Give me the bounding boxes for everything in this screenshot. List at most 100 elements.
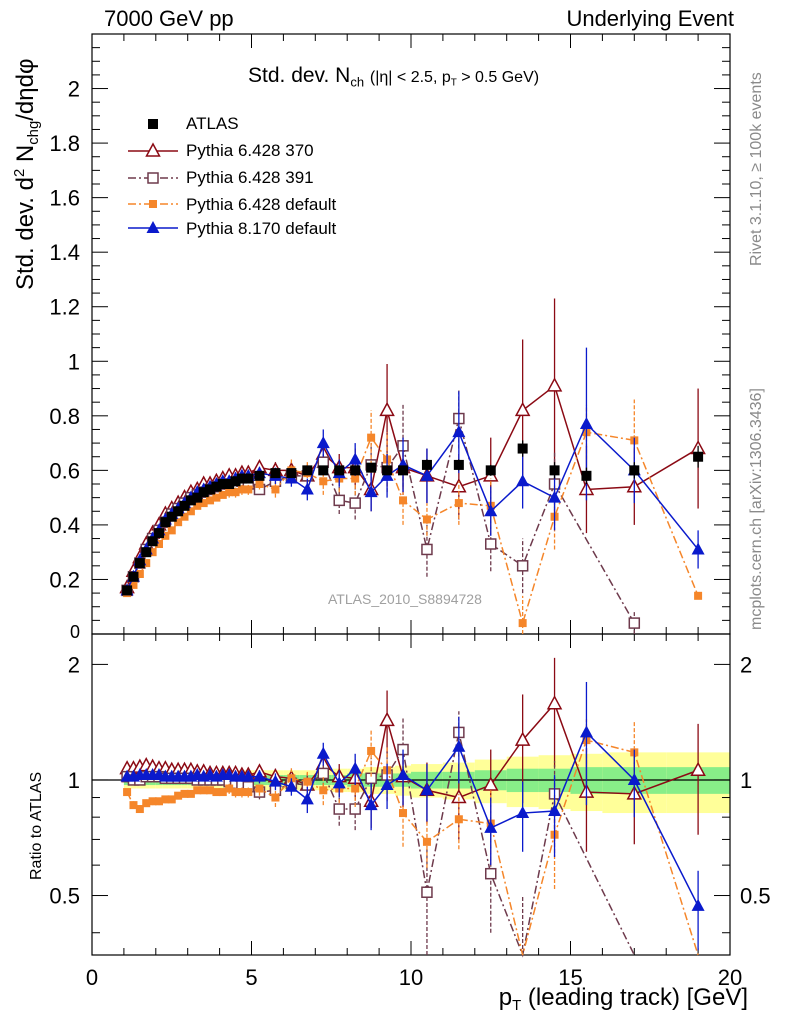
mcplots-note: mcplots.cern.ch [arXiv:1306.3436] bbox=[748, 388, 765, 630]
main-data-point bbox=[154, 540, 163, 548]
ratio-data-point bbox=[485, 867, 497, 880]
main-data-point bbox=[349, 497, 361, 509]
ratio-y-tick-label-right: 0.5 bbox=[740, 884, 771, 909]
ratio-data-point bbox=[367, 746, 376, 755]
ratio-data-point bbox=[422, 837, 431, 846]
main-data-point bbox=[153, 528, 164, 539]
legend-label-p6-default: Pythia 6.428 default bbox=[186, 195, 337, 214]
ratio-data-point bbox=[317, 767, 330, 780]
main-data-point bbox=[218, 490, 227, 499]
main-data-point bbox=[231, 488, 240, 497]
main-data-point bbox=[180, 512, 189, 521]
main-y-tick-label: 1.2 bbox=[49, 295, 80, 320]
ratio-series-3 bbox=[120, 681, 705, 951]
main-data-point bbox=[581, 470, 592, 481]
ratio-data-point bbox=[300, 792, 314, 805]
main-data-point bbox=[135, 570, 144, 578]
main-data-point bbox=[254, 470, 265, 481]
main-data-point bbox=[244, 485, 253, 494]
main-data-point bbox=[148, 548, 157, 557]
ratio-data-point bbox=[218, 788, 227, 797]
ratio-series-line bbox=[127, 731, 699, 907]
main-data-point bbox=[206, 496, 215, 505]
main-data-point bbox=[628, 617, 641, 629]
ratio-data-point bbox=[135, 805, 144, 814]
main-data-point bbox=[334, 465, 345, 476]
main-data-point bbox=[316, 436, 330, 449]
main-data-point bbox=[147, 536, 158, 547]
ratio-data-point bbox=[174, 791, 183, 800]
legend-marker bbox=[147, 172, 159, 184]
main-y-zero-label: 0 bbox=[70, 622, 80, 642]
main-data-point bbox=[484, 504, 498, 517]
main-data-point bbox=[302, 465, 313, 476]
main-data-point bbox=[516, 560, 529, 572]
main-y-tick-label: 1 bbox=[68, 349, 80, 374]
main-data-point bbox=[351, 474, 360, 483]
main-data-point bbox=[129, 580, 138, 589]
main-data-point bbox=[421, 543, 433, 556]
main-data-point bbox=[333, 494, 345, 507]
main-data-point bbox=[420, 468, 434, 481]
ratio-data-point bbox=[284, 779, 298, 792]
ratio-data-point bbox=[225, 784, 234, 793]
main-series-line bbox=[126, 422, 699, 591]
main-data-point bbox=[629, 465, 640, 476]
main-data-point bbox=[485, 465, 496, 476]
analysis-label: Underlying Event bbox=[566, 6, 734, 31]
main-data-point bbox=[422, 515, 431, 524]
ratio-y-tick-label-right: 1 bbox=[740, 768, 752, 793]
ratio-data-point bbox=[514, 731, 531, 746]
main-data-point bbox=[549, 465, 560, 476]
main-y-tick-label: 0.8 bbox=[49, 404, 80, 429]
main-data-point bbox=[300, 482, 314, 495]
main-data-point bbox=[186, 507, 195, 516]
ratio-data-point bbox=[454, 815, 463, 824]
main-data-point bbox=[193, 501, 202, 510]
legend-marker bbox=[149, 200, 157, 208]
ratio-data-point bbox=[319, 786, 328, 795]
main-data-point bbox=[514, 401, 531, 417]
main-data-point bbox=[199, 499, 208, 508]
rivet-version-note: Rivet 3.1.10, ≥ 100k events bbox=[748, 72, 765, 266]
ratio-data-point bbox=[333, 803, 345, 815]
main-data-point bbox=[421, 459, 432, 470]
main-data-point bbox=[173, 506, 184, 517]
main-data-point bbox=[185, 495, 196, 506]
ratio-data-point bbox=[206, 786, 215, 795]
ratio-data-point bbox=[379, 711, 395, 727]
main-data-point bbox=[142, 559, 151, 568]
ratio-y-tick-label: 2 bbox=[68, 652, 80, 677]
legend-symbol-3 bbox=[128, 200, 178, 208]
legend-label-p6-370: Pythia 6.428 370 bbox=[186, 141, 314, 160]
x-tick-label: 10 bbox=[399, 965, 423, 990]
main-data-point bbox=[211, 481, 222, 492]
analysis-watermark: ATLAS_2010_S8894728 bbox=[328, 591, 482, 607]
main-data-point bbox=[179, 500, 190, 511]
x-tick-label: 5 bbox=[245, 965, 257, 990]
ratio-data-point bbox=[199, 786, 208, 795]
main-series-1 bbox=[119, 298, 706, 594]
main-data-point bbox=[694, 591, 703, 600]
ratio-data-point bbox=[627, 772, 641, 785]
main-data-point bbox=[348, 452, 362, 465]
ratio-data-point bbox=[123, 788, 132, 797]
ratio-data-point bbox=[303, 777, 312, 786]
ratio-data-point bbox=[161, 795, 170, 804]
main-data-point bbox=[517, 443, 528, 454]
legend-symbol-1 bbox=[128, 142, 178, 157]
legend-marker bbox=[148, 119, 158, 129]
x-tick-label: 20 bbox=[718, 965, 742, 990]
main-data-point bbox=[379, 401, 395, 417]
energy-label: 7000 GeV pp bbox=[104, 6, 234, 31]
ratio-data-point bbox=[351, 784, 360, 793]
main-data-point bbox=[399, 496, 408, 505]
ratio-data-point bbox=[268, 774, 282, 787]
chart-title: Std. dev. Nch (|η| < 2.5, pT > 0.5 GeV) bbox=[248, 64, 540, 90]
main-data-point bbox=[166, 511, 177, 522]
ratio-data-point bbox=[421, 886, 433, 898]
ratio-data-point bbox=[212, 788, 221, 797]
ratio-data-point bbox=[451, 788, 467, 804]
main-data-point bbox=[318, 465, 329, 476]
